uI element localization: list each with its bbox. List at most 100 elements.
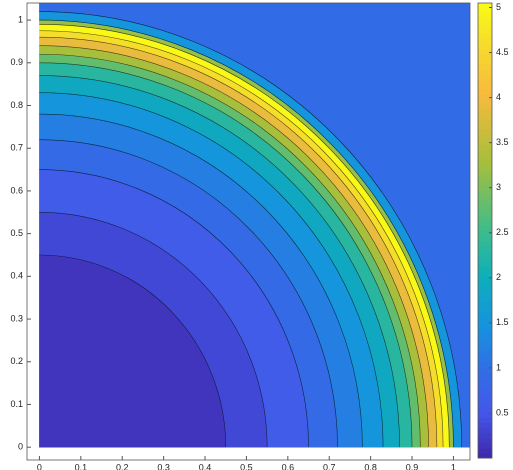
colorbar-segment: [478, 28, 492, 34]
colorbar-segment: [478, 18, 492, 24]
colorbar-segment: [478, 351, 492, 358]
contour-line: [39, 169, 309, 448]
colorbar-segment: [478, 38, 492, 44]
y-tick-label: 0.6: [10, 185, 23, 195]
axes: 0 0.1 0.2 0.3 0.4 0.5 0.6 0.7 0.8 0.9 1 0 0.1 0.2 0.3 0…: [10, 2, 508, 470]
colorbar-segment: [478, 361, 492, 368]
y-tick-label: 0.2: [10, 356, 23, 366]
colorbar-segment: [478, 387, 492, 393]
colorbar-segment: [478, 205, 492, 211]
colorbar-segment: [478, 412, 492, 419]
x-tick-label: 0: [37, 462, 42, 470]
colorbar-segment: [478, 326, 492, 333]
colorbar-segment: [478, 200, 492, 206]
colorbar-segment: [478, 422, 492, 429]
colorbar-segment: [478, 43, 492, 49]
colorbar-segment: [478, 250, 492, 257]
colorbar-segment: [478, 372, 492, 378]
colorbar-segment: [478, 321, 492, 328]
colorbar-segment: [478, 276, 492, 282]
colorbar-segment: [478, 382, 492, 388]
colorbar-segment: [478, 149, 492, 156]
y-tick-label: 0.8: [10, 100, 23, 110]
colorbar-segment: [478, 124, 492, 130]
colorbar-segment: [478, 104, 492, 110]
colorbar-segment: [478, 377, 492, 383]
colorbar-segment: [478, 341, 492, 348]
colorbar-tick-label: 5: [496, 2, 501, 12]
colorbar-segment: [478, 265, 492, 272]
colorbar-segment: [478, 190, 492, 196]
colorbar-segment: [478, 159, 492, 166]
contour-line: [39, 36, 438, 448]
colorbar-segment: [478, 68, 492, 75]
colorbar-segment: [478, 260, 492, 267]
contour-line: [39, 24, 450, 448]
contour-line: [39, 30, 444, 448]
colorbar-segment: [478, 99, 492, 105]
colorbar-segment: [478, 296, 492, 302]
colorbar-segment: [478, 13, 492, 19]
colorbar-segment: [478, 437, 492, 444]
contour-line: [39, 53, 421, 448]
colorbar-segment: [478, 195, 492, 201]
x-tick-label: 0.5: [240, 462, 253, 470]
contour-line: [39, 139, 338, 448]
colorbar-segment: [478, 235, 492, 242]
x-tick-label: 0.3: [157, 462, 170, 470]
colorbar-segment: [478, 306, 492, 312]
x-tick-label: 0.1: [75, 462, 88, 470]
colorbar-segment: [478, 220, 492, 226]
colorbar-segment: [478, 78, 492, 85]
colorbar-frame: [477, 2, 493, 459]
colorbar-segment: [478, 33, 492, 39]
colorbar-tick-label: 0.5: [496, 407, 509, 417]
colorbar-segment: [478, 8, 492, 14]
colorbar-segment: [478, 185, 492, 191]
colorbar-segment: [478, 417, 492, 424]
colorbar-segment: [478, 58, 492, 65]
colorbar-segment: [478, 397, 492, 403]
contour-line: [39, 75, 400, 448]
axes-frame: [26, 2, 471, 461]
colorbar-segment: [478, 432, 492, 439]
colorbar-segment: [478, 301, 492, 307]
colorbar-segment: [478, 447, 492, 454]
colorbar-segment: [478, 316, 492, 322]
colorbar-segment: [478, 442, 492, 449]
colorbar-segment: [478, 94, 492, 100]
colorbar-segment: [478, 356, 492, 363]
colorbar-segment: [478, 23, 492, 29]
colorbar-segment: [478, 179, 492, 186]
x-tick-label: 1: [451, 462, 456, 470]
colorbar-segment: [478, 83, 492, 90]
colorbar-segment: [478, 139, 492, 146]
colorbar-segment: [478, 215, 492, 221]
colorbar-segment: [478, 174, 492, 181]
colorbar-segment: [478, 311, 492, 317]
contour-line: [39, 211, 268, 448]
colorbar-segment: [478, 402, 492, 408]
colorbar-tick-label: 4: [496, 92, 501, 102]
colorbar-segment: [478, 392, 492, 398]
contour-line: [39, 254, 227, 448]
contour-line: [39, 113, 363, 448]
colorbar-segment: [478, 129, 492, 135]
colorbar-segment: [478, 109, 492, 115]
colorbar-tick-label: 3.5: [496, 137, 509, 147]
colorbar-segment: [478, 270, 492, 277]
colorbar-segment: [478, 407, 492, 413]
y-tick-label: 0: [18, 442, 23, 452]
contour-line: [39, 11, 463, 448]
colorbar-segment: [478, 164, 492, 171]
contour-line: [39, 45, 429, 448]
x-tick-label: 0.9: [406, 462, 419, 470]
y-tick-label: 0.4: [10, 271, 23, 281]
y-tick-label: 0.7: [10, 143, 23, 153]
y-tick-label: 0.9: [10, 57, 23, 67]
colorbar-segment: [478, 346, 492, 353]
colorbar-segment: [478, 154, 492, 161]
colorbar-tick-label: 4.5: [496, 47, 509, 57]
colorbar-segment: [478, 245, 492, 252]
x-tick-label: 0.2: [116, 462, 129, 470]
